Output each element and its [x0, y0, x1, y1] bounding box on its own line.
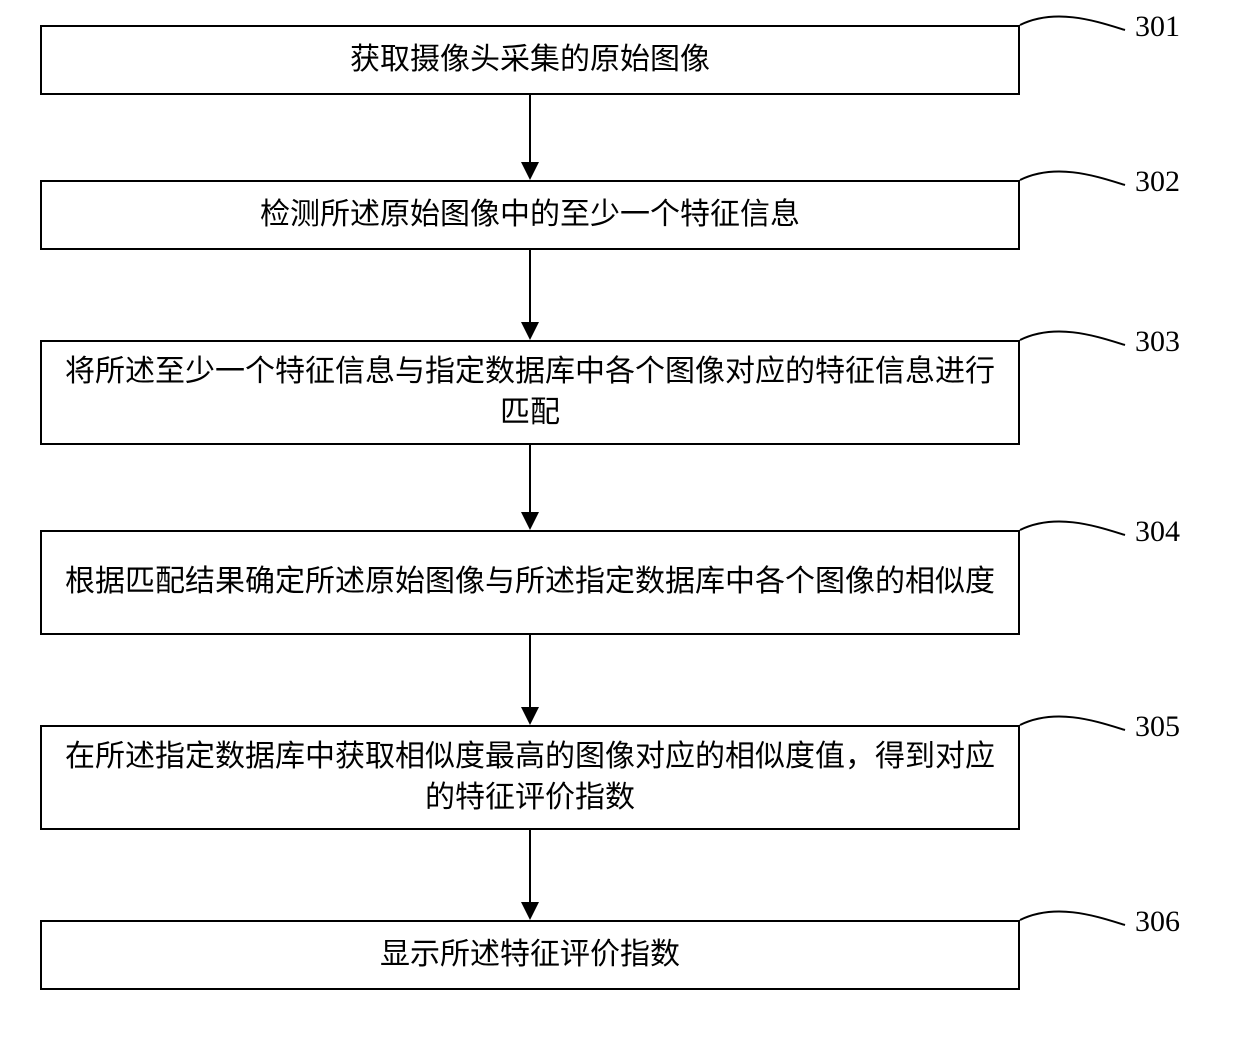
flowchart-canvas: 获取摄像头采集的原始图像301检测所述原始图像中的至少一个特征信息302将所述至…	[0, 0, 1240, 1045]
arrow-n5-n6	[0, 0, 1240, 1045]
